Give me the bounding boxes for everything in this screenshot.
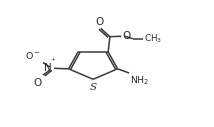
Text: S: S	[89, 83, 97, 92]
Text: O: O	[95, 17, 104, 27]
Text: O: O	[122, 31, 131, 41]
Text: NH$_2$: NH$_2$	[130, 74, 149, 87]
Text: CH$_3$: CH$_3$	[144, 32, 162, 45]
Text: N: N	[44, 63, 52, 73]
Text: O: O	[33, 77, 41, 88]
Text: $^+$: $^+$	[49, 56, 56, 65]
Text: O$^-$: O$^-$	[25, 50, 41, 61]
